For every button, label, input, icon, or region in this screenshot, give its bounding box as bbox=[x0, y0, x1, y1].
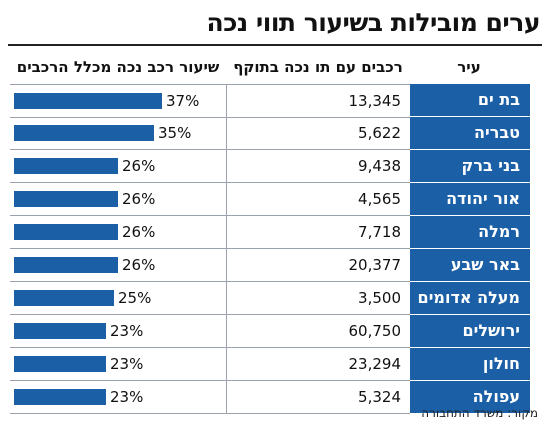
table-row: 26% 4,565 אור יהודה bbox=[10, 183, 530, 216]
rate-cell: 35% bbox=[10, 117, 226, 150]
source-note: מקור: משרד התחבורה bbox=[421, 406, 538, 420]
rate-bar bbox=[14, 191, 118, 207]
table-row: 26% 20,377 באר שבע bbox=[10, 249, 530, 282]
city-cell: בת ים bbox=[410, 84, 530, 117]
city-name: עפולה bbox=[472, 387, 520, 406]
city-cell: רמלה bbox=[410, 216, 530, 249]
cars-cell: 13,345 bbox=[226, 84, 412, 118]
table-row: 23% 23,294 חולון bbox=[10, 348, 530, 381]
rate-value-label: 23% bbox=[110, 355, 144, 373]
cars-value: 9,438 bbox=[358, 157, 401, 175]
cars-cell: 23,294 bbox=[226, 348, 412, 381]
cars-cell: 60,750 bbox=[226, 315, 412, 348]
rate-value-label: 37% bbox=[166, 92, 200, 110]
rate-value-label: 23% bbox=[110, 322, 144, 340]
data-table: 37% 13,345 בת ים 35% 5,622 טבריה 26% 9,438 בני ב… bbox=[10, 84, 530, 414]
cars-value: 60,750 bbox=[348, 322, 402, 340]
rate-value-label: 35% bbox=[158, 124, 192, 142]
rate-bar bbox=[14, 224, 118, 240]
column-header-cars: רכבים עם תו נכה בתוקף bbox=[233, 58, 403, 76]
city-name: מעלה אדומים bbox=[417, 288, 520, 307]
city-name: חולון bbox=[482, 354, 520, 373]
title-rule bbox=[8, 44, 542, 46]
rate-bar bbox=[14, 389, 106, 405]
city-cell: באר שבע bbox=[410, 249, 530, 282]
table-row: 23% 60,750 ירושלים bbox=[10, 315, 530, 348]
city-cell: מעלה אדומים bbox=[410, 282, 530, 315]
cars-value: 13,345 bbox=[348, 92, 402, 110]
city-cell: ירושלים bbox=[410, 315, 530, 348]
cars-cell: 20,377 bbox=[226, 249, 412, 282]
table-row: 35% 5,622 טבריה bbox=[10, 117, 530, 150]
cars-cell: 3,500 bbox=[226, 282, 412, 315]
table-row: 26% 9,438 בני ברק bbox=[10, 150, 530, 183]
city-cell: טבריה bbox=[410, 117, 530, 150]
rate-value-label: 26% bbox=[122, 157, 156, 175]
rate-cell: 26% bbox=[10, 150, 226, 183]
city-name: בני ברק bbox=[461, 156, 520, 175]
city-cell: בני ברק bbox=[410, 150, 530, 183]
rate-bar bbox=[14, 158, 118, 174]
cars-cell: 5,622 bbox=[226, 117, 412, 150]
rate-value-label: 26% bbox=[122, 190, 156, 208]
cars-value: 23,294 bbox=[348, 355, 402, 373]
rate-cell: 25% bbox=[10, 282, 226, 315]
cars-cell: 4,565 bbox=[226, 183, 412, 216]
city-name: אור יהודה bbox=[446, 189, 520, 208]
rate-bar bbox=[14, 125, 154, 141]
rate-value-label: 26% bbox=[122, 256, 156, 274]
column-header-city: עיר bbox=[457, 58, 481, 76]
rate-cell: 26% bbox=[10, 183, 226, 216]
chart-title: ערים מובילות בשיעור תווי נכה bbox=[206, 8, 541, 37]
rate-cell: 26% bbox=[10, 249, 226, 282]
rate-value-label: 23% bbox=[110, 388, 144, 406]
cars-value: 3,500 bbox=[358, 289, 401, 307]
cars-value: 20,377 bbox=[348, 256, 402, 274]
rate-cell: 23% bbox=[10, 348, 226, 381]
cars-cell: 5,324 bbox=[226, 381, 412, 414]
rate-cell: 26% bbox=[10, 216, 226, 249]
cars-value: 5,324 bbox=[358, 388, 401, 406]
cars-value: 5,622 bbox=[358, 124, 401, 142]
cars-value: 7,718 bbox=[358, 223, 401, 241]
rate-bar bbox=[14, 323, 106, 339]
column-header-rate: שיעור רכב נכה מכלל הרכבים bbox=[16, 58, 220, 76]
cars-cell: 7,718 bbox=[226, 216, 412, 249]
rate-bar bbox=[14, 93, 162, 109]
table-row: 37% 13,345 בת ים bbox=[10, 84, 530, 118]
city-name: בת ים bbox=[477, 90, 520, 109]
rate-bar bbox=[14, 257, 118, 273]
table-row: 23% 5,324 עפולה bbox=[10, 381, 530, 414]
rate-bar bbox=[14, 356, 106, 372]
table-row: 25% 3,500 מעלה אדומים bbox=[10, 282, 530, 315]
cars-cell: 9,438 bbox=[226, 150, 412, 183]
rate-cell: 37% bbox=[10, 84, 226, 118]
city-name: רמלה bbox=[478, 222, 520, 241]
rate-bar bbox=[14, 290, 114, 306]
rate-cell: 23% bbox=[10, 381, 226, 414]
rate-value-label: 25% bbox=[118, 289, 152, 307]
rate-cell: 23% bbox=[10, 315, 226, 348]
city-cell: חולון bbox=[410, 348, 530, 381]
city-cell: אור יהודה bbox=[410, 183, 530, 216]
city-name: טבריה bbox=[474, 123, 520, 142]
rate-value-label: 26% bbox=[122, 223, 156, 241]
city-name: ירושלים bbox=[462, 321, 521, 340]
cars-value: 4,565 bbox=[358, 190, 401, 208]
city-name: באר שבע bbox=[450, 255, 520, 274]
table-row: 26% 7,718 רמלה bbox=[10, 216, 530, 249]
city-cell: עפולה bbox=[410, 381, 530, 414]
